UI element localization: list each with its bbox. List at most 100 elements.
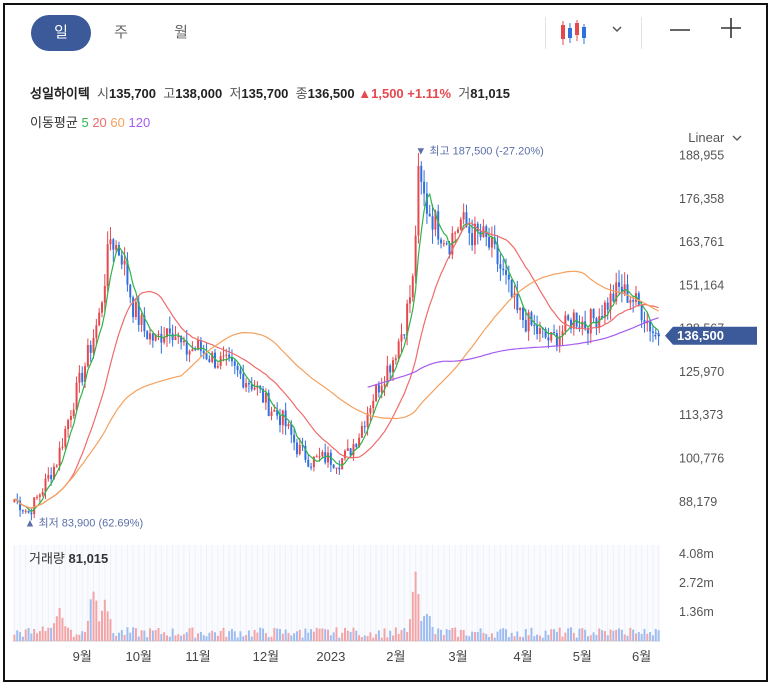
volume-bar: [327, 629, 330, 641]
candles: [13, 152, 660, 521]
candle-down: [355, 444, 358, 448]
volume-bar: [154, 630, 157, 641]
volume-bar: [27, 627, 30, 641]
volume-title: 거래량 81,015: [29, 551, 108, 566]
volume-bar: [358, 635, 361, 641]
plus-icon[interactable]: [720, 17, 742, 45]
volume-bar: [86, 620, 89, 641]
candle-up: [165, 328, 168, 338]
price-axis: 188,955176,358163,761151,164138,567125,9…: [654, 148, 757, 509]
candle-down: [377, 384, 380, 393]
candle-down: [544, 329, 547, 338]
volume-bar: [222, 627, 225, 641]
volume-bar: [392, 635, 394, 641]
volume-bar: [606, 635, 609, 641]
x-tick-label: 3월: [448, 649, 467, 664]
candle-up: [406, 303, 409, 336]
volume-bar: [52, 623, 55, 641]
volume-bar: [171, 628, 174, 641]
volume-bar: [465, 635, 468, 641]
candle-down: [205, 353, 208, 360]
candle-down: [626, 284, 629, 303]
candle-down: [276, 409, 279, 416]
candle-down: [507, 274, 510, 280]
candle-up: [78, 372, 81, 383]
candle-down: [233, 361, 236, 366]
volume-bar: [586, 636, 589, 641]
volume-bar: [129, 632, 132, 641]
candle-up: [408, 297, 411, 304]
volume-bar: [214, 632, 216, 641]
volume-bar: [346, 630, 349, 641]
candle-up: [434, 211, 437, 230]
candle-up: [603, 302, 606, 318]
volume-bar: [16, 630, 19, 641]
candle-up: [245, 383, 248, 388]
candle-up: [253, 387, 256, 390]
candle-up: [98, 312, 101, 326]
candle-up: [372, 400, 375, 409]
candle-down: [267, 392, 270, 416]
volume-bar: [78, 634, 81, 641]
volume-bar: [92, 591, 95, 641]
current-price-tag: [665, 326, 757, 345]
volume-bar: [505, 629, 508, 641]
candle-up: [358, 437, 361, 448]
volume-bar: [507, 637, 510, 641]
volume-bar: [44, 630, 47, 641]
minus-icon[interactable]: [669, 23, 691, 51]
volume-bar: [454, 627, 457, 641]
candle-up: [550, 332, 553, 341]
candle-up: [366, 413, 369, 427]
volume-bar: [462, 629, 465, 641]
period-tabs: 일 주 월: [31, 15, 211, 51]
volume-bar: [13, 634, 16, 641]
moving-average-legend: 이동평균 5 20 60 120: [30, 115, 151, 130]
candle-up: [58, 447, 61, 466]
volume-bar: [47, 627, 50, 641]
candle-up: [321, 451, 324, 457]
volume-bar: [199, 632, 202, 641]
candle-down: [612, 293, 615, 302]
volume-bar: [488, 636, 491, 641]
tab-monthly[interactable]: 월: [174, 24, 188, 41]
volume-bar: [544, 630, 547, 641]
tab-weekly[interactable]: 주: [114, 24, 128, 41]
candle-down: [476, 223, 479, 232]
volume-bar: [321, 628, 324, 641]
candlestick-icon[interactable]: [558, 19, 588, 47]
tab-daily[interactable]: 일: [31, 15, 91, 51]
volume-bar: [601, 630, 604, 641]
candle-down: [471, 233, 474, 246]
candle-down: [89, 345, 92, 353]
volume-bar: [310, 629, 313, 641]
candle-down: [389, 365, 392, 373]
candle-down: [117, 245, 120, 256]
chevron-down-icon[interactable]: [611, 21, 623, 49]
candle-up: [264, 392, 267, 403]
candle-up: [67, 420, 70, 430]
volume-bar: [256, 632, 259, 641]
candle-up: [106, 244, 109, 286]
candle-down: [505, 270, 508, 275]
volume-bar: [36, 633, 39, 641]
candle-down: [338, 467, 341, 470]
volume-bar: [502, 628, 505, 641]
volume-bar: [33, 629, 36, 641]
candle-up: [564, 315, 567, 332]
volume-bar: [372, 637, 375, 641]
candle-down: [493, 237, 496, 245]
volume-bar: [431, 627, 434, 641]
volume-bar: [394, 627, 397, 641]
candle-up: [163, 337, 166, 343]
candle-up: [519, 307, 522, 311]
candle-up: [558, 336, 561, 347]
candle-up: [182, 340, 185, 343]
scale-selector[interactable]: Linear: [688, 130, 742, 145]
candle-up: [598, 316, 601, 329]
candle-up: [86, 345, 89, 367]
volume-bar: [293, 633, 296, 641]
candle-down: [465, 212, 468, 227]
volume-bar: [414, 571, 417, 641]
candle-down: [553, 332, 556, 334]
